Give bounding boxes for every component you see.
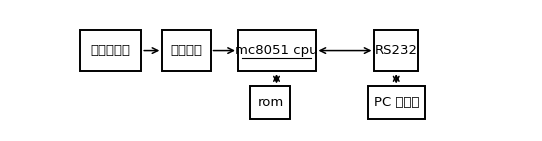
Text: mc8051 cpu: mc8051 cpu: [235, 44, 318, 57]
FancyBboxPatch shape: [375, 30, 418, 71]
Text: RS232: RS232: [375, 44, 418, 57]
FancyBboxPatch shape: [80, 30, 141, 71]
Text: PC 上位机: PC 上位机: [373, 96, 419, 109]
Text: rom: rom: [257, 96, 283, 109]
FancyBboxPatch shape: [250, 86, 291, 119]
Text: 压力传感器: 压力传感器: [91, 44, 131, 57]
Text: 模数转换: 模数转换: [170, 44, 202, 57]
FancyBboxPatch shape: [238, 30, 315, 71]
FancyBboxPatch shape: [368, 86, 425, 119]
FancyBboxPatch shape: [162, 30, 210, 71]
